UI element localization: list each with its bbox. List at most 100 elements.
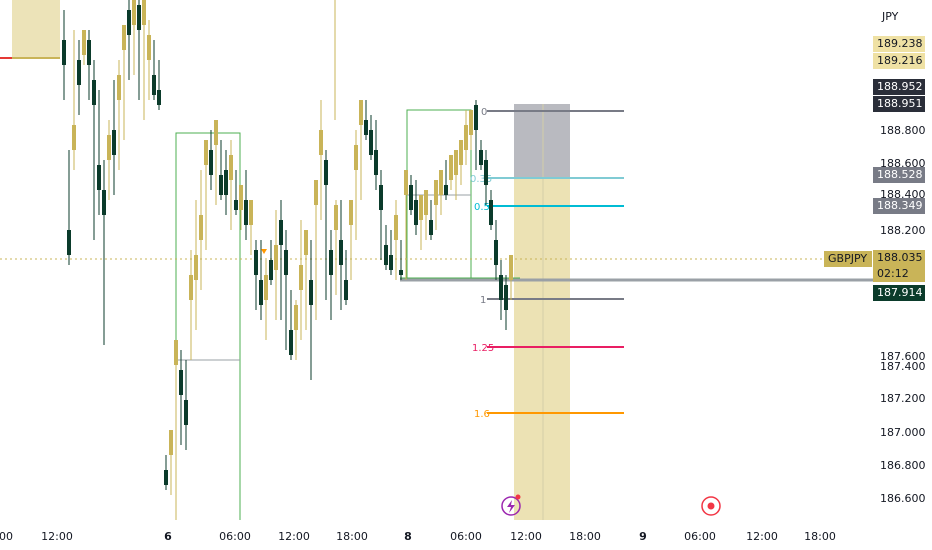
time-tick: 9 <box>639 530 647 543</box>
target-zone[interactable] <box>514 177 570 520</box>
grey-price-tag-2: 188.349 <box>873 198 925 214</box>
time-tick: 06:00 <box>684 530 716 543</box>
candle-81-body <box>469 110 473 135</box>
candle-24-body <box>184 400 188 425</box>
candle-17-body <box>147 35 151 60</box>
price-tick: 187.200 <box>880 392 926 405</box>
candle-28-body <box>204 140 208 165</box>
candle-71-body <box>419 195 423 220</box>
candle-14-body <box>132 0 136 25</box>
lightning-icon[interactable] <box>501 496 521 516</box>
candle-12-body <box>122 25 126 50</box>
candle-49-body <box>309 280 313 305</box>
price-tick: 188.200 <box>880 224 926 237</box>
candle-73-body <box>429 220 433 235</box>
candle-85-body <box>489 200 493 225</box>
candle-13-body <box>127 10 131 35</box>
stop-loss-zone[interactable] <box>514 104 570 177</box>
candle-20-body <box>164 470 168 485</box>
candle-74-body <box>434 180 438 205</box>
candle-2-body <box>72 125 76 150</box>
candle-66-body <box>394 215 398 240</box>
candle-58-body <box>354 145 358 170</box>
countdown-tag: 02:12 <box>873 266 925 282</box>
time-tick: 12:00 <box>41 530 73 543</box>
notification-dot <box>515 494 521 500</box>
candle-41-body <box>269 260 273 280</box>
zone-low-tag: 189.216 <box>873 53 925 69</box>
price-tick: 186.800 <box>880 459 926 472</box>
candle-48-body <box>304 230 308 255</box>
candle-54-body <box>334 205 338 230</box>
candle-51-body <box>319 130 323 155</box>
candle-86-body <box>494 240 498 265</box>
symbol-tag[interactable]: GBPJPY <box>824 251 872 267</box>
candle-60-body <box>364 120 368 135</box>
grey-price-tag-1: 188.528 <box>873 167 925 183</box>
candle-56-body <box>344 280 348 300</box>
price-tick: 187.400 <box>880 360 926 373</box>
candle-10-body <box>112 130 116 155</box>
candle-36-body <box>244 200 248 225</box>
candle-47-body <box>299 265 303 290</box>
candle-3-body <box>77 60 81 85</box>
current-price-tag: 188.035 <box>873 250 925 266</box>
price-tick: 188.600 <box>880 157 926 170</box>
fib-level-3-label: 1 <box>480 295 486 306</box>
candle-82-body <box>474 105 478 130</box>
candle-83-body <box>479 150 483 165</box>
black-high-tag: 188.952 <box>873 79 925 95</box>
candle-63-body <box>379 185 383 210</box>
time-tick: 18:00 <box>569 530 601 543</box>
fib-level-4-label: 1.25 <box>472 343 494 354</box>
record-icon[interactable] <box>701 496 721 516</box>
candle-42-body <box>274 245 278 270</box>
lightning-glyph <box>507 500 515 513</box>
candle-26-body <box>194 255 198 280</box>
candle-30-body <box>214 120 218 145</box>
candle-68-body <box>404 170 408 195</box>
record-dot <box>707 502 715 510</box>
candle-23-body <box>179 370 183 395</box>
fib-level-2-label: 0.5 <box>474 202 490 213</box>
candle-25-body <box>189 275 193 300</box>
candle-89-body <box>509 255 513 280</box>
time-tick: 18:00 <box>804 530 836 543</box>
candle-46-body <box>294 305 298 330</box>
candle-5-body <box>87 40 91 65</box>
candle-70-body <box>414 200 418 225</box>
candle-67-body <box>399 270 403 275</box>
candle-4-body <box>82 30 86 55</box>
candle-65-body <box>389 255 393 270</box>
candle-75-body <box>439 170 443 195</box>
currency-label: JPY <box>882 10 899 23</box>
candle-77-body <box>449 155 453 180</box>
candle-44-body <box>284 250 288 275</box>
price-tick: 187.600 <box>880 350 926 363</box>
candle-19-body <box>157 90 161 105</box>
candle-80-body <box>464 125 468 150</box>
fib-level-1-label: 0.35 <box>470 174 492 185</box>
candle-79-body <box>459 140 463 165</box>
time-tick: 18:00 <box>336 530 368 543</box>
candle-39-body <box>259 280 263 305</box>
candle-18-body <box>152 75 156 95</box>
black-low-tag: 188.951 <box>873 96 925 112</box>
candle-87-body <box>499 275 503 300</box>
price-tick: 188.400 <box>880 188 926 201</box>
candle-38-body <box>254 250 258 275</box>
supply-zone[interactable] <box>12 0 60 58</box>
candle-76-body <box>444 185 448 195</box>
candle-72-body <box>424 190 428 215</box>
candle-61-body <box>369 130 373 155</box>
fib-level-0-label: 0 <box>481 107 487 118</box>
candle-37-body <box>249 200 253 225</box>
candle-84-body <box>484 160 488 185</box>
time-tick: 12:00 <box>278 530 310 543</box>
signal-marker <box>261 249 267 254</box>
candle-50-body <box>314 180 318 205</box>
candle-0-body <box>62 40 66 65</box>
candle-15-body <box>137 5 141 30</box>
